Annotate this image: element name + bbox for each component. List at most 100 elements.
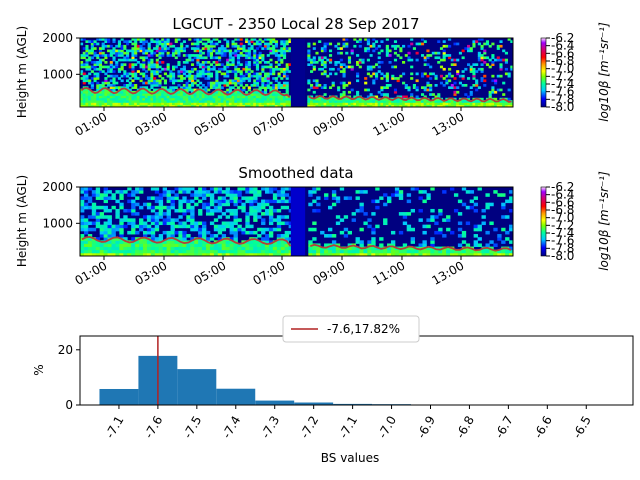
heatmap-cell	[123, 215, 128, 219]
heatmap-cell	[485, 63, 490, 66]
heatmap-cell	[220, 63, 224, 66]
heatmap-cell	[226, 102, 230, 106]
heatmap-cell	[247, 70, 251, 73]
heatmap-cell	[163, 67, 167, 71]
heatmap-cell	[229, 212, 234, 216]
heatmap-cell	[465, 205, 471, 210]
heatmap-cell	[457, 221, 463, 226]
heatmap-cell	[170, 196, 175, 200]
heatmap-cell	[177, 104, 181, 108]
heatmap-cell	[434, 104, 438, 108]
heatmap-cell	[155, 40, 159, 43]
heatmap-cell	[131, 97, 135, 101]
heatmap-cell	[242, 54, 246, 57]
heatmap-cell	[221, 246, 227, 251]
heatmap-cell	[318, 104, 322, 108]
heatmap-cell	[415, 104, 419, 108]
heatmap-cell	[276, 193, 282, 197]
heatmap-cell	[358, 65, 362, 69]
heatmap-cell	[166, 234, 171, 238]
heatmap-cell	[356, 79, 360, 83]
heatmap-cell	[142, 40, 146, 43]
heatmap-cell	[308, 252, 313, 257]
heatmap-cell	[485, 102, 490, 106]
heatmap-cell	[272, 77, 276, 80]
heatmap-cell	[218, 100, 222, 103]
heatmap-cell	[103, 190, 108, 194]
heatmap-cell	[391, 74, 395, 78]
heatmap-cell	[225, 240, 230, 244]
heatmap-cell	[186, 243, 191, 247]
heatmap-cell	[150, 227, 156, 232]
heatmap-cell	[119, 205, 124, 210]
heatmap-cell	[193, 81, 197, 85]
heatmap-cell	[104, 95, 108, 99]
heatmap-cell	[117, 49, 121, 53]
heatmap-cell	[142, 243, 148, 247]
heatmap-cell	[215, 51, 219, 55]
heatmap-cell	[469, 104, 473, 108]
heatmap-cell	[245, 102, 249, 106]
heatmap-cell	[111, 246, 116, 251]
heatmap-cell	[166, 205, 171, 210]
heatmap-cell	[450, 104, 454, 108]
heatmap-cell	[466, 104, 471, 108]
heatmap-cell	[445, 74, 449, 78]
heatmap-cell	[249, 240, 254, 244]
heatmap-cell	[182, 249, 187, 254]
heatmap-cell	[353, 95, 357, 99]
heatmap-cell	[277, 100, 281, 103]
heatmap-cell	[82, 77, 86, 80]
heatmap-cell	[253, 246, 258, 251]
heatmap-cell	[272, 40, 276, 43]
heatmap-cell	[331, 104, 335, 108]
heatmap-cell	[207, 70, 211, 73]
heatmap-cell	[190, 47, 195, 50]
heatmap-cell	[461, 70, 465, 73]
heatmap-cell	[225, 221, 230, 226]
heatmap-cell	[255, 47, 260, 50]
heatmap-cell	[429, 104, 433, 108]
heatmap-cell	[155, 84, 159, 87]
heatmap-cell	[250, 38, 254, 41]
heatmap-cell	[265, 187, 270, 191]
heatmap-cell	[82, 51, 86, 55]
heatmap-cell	[285, 67, 289, 71]
heatmap-cell	[282, 40, 287, 43]
heatmap-cell	[109, 95, 113, 99]
heatmap-cell	[198, 246, 203, 251]
heatmap-cell	[174, 65, 178, 69]
heatmap-cell	[253, 90, 257, 94]
heatmap-cell	[414, 187, 419, 191]
heatmap-cell	[91, 227, 97, 232]
x-tick-label: -7.2	[297, 414, 321, 441]
heatmap-cell	[153, 40, 157, 43]
heatmap-cell	[150, 100, 154, 103]
heatmap-cell	[255, 58, 260, 62]
heatmap-cell	[144, 104, 149, 108]
heatmap-cell	[324, 234, 329, 238]
heatmap-cell	[469, 70, 473, 73]
heatmap-cell	[196, 56, 200, 60]
heatmap-cell	[126, 93, 130, 96]
heatmap-cell	[255, 95, 260, 99]
heatmap-cell	[204, 86, 208, 89]
heatmap-cell	[307, 100, 311, 103]
heatmap-cell	[150, 221, 156, 226]
heatmap-cell	[90, 49, 94, 53]
heatmap-cell	[205, 205, 211, 210]
heatmap-cell	[364, 49, 368, 53]
heatmap-cell	[374, 104, 379, 108]
heatmap-cell	[310, 95, 314, 99]
heatmap-cell	[356, 40, 360, 43]
heatmap-cell	[115, 63, 119, 66]
heatmap-cell	[268, 205, 274, 210]
heatmap-cell	[199, 95, 203, 99]
heatmap-cell	[109, 44, 113, 48]
heatmap-cell	[233, 199, 238, 204]
heatmap-cell	[402, 215, 408, 219]
heatmap-cell	[131, 227, 136, 232]
x-tick-label: 13:00	[430, 109, 467, 138]
heatmap-cell	[253, 81, 257, 85]
heatmap-cell	[448, 100, 452, 103]
